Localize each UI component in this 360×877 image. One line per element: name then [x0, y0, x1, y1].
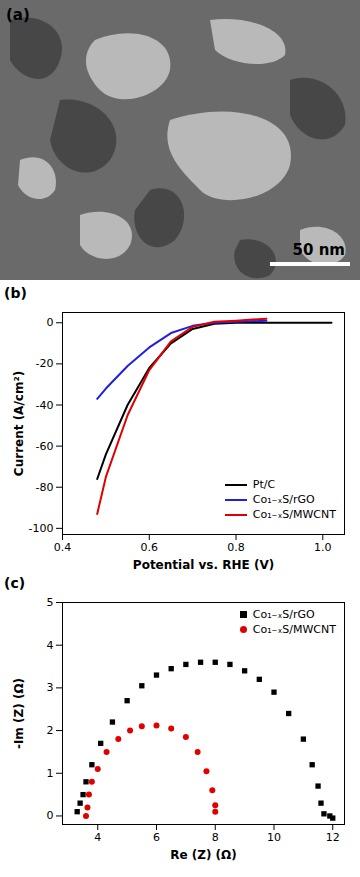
html-text:(c): (c)	[4, 575, 26, 591]
svg-text:1: 1	[47, 767, 54, 780]
svg-text:0: 0	[47, 316, 54, 329]
html-text:(b): (b)	[4, 285, 27, 301]
svg-text:8: 8	[212, 831, 219, 844]
svg-text:-80: -80	[36, 481, 54, 494]
svg-text:-100: -100	[29, 522, 54, 535]
svg-text:-40: -40	[36, 399, 54, 412]
svg-text:0.8: 0.8	[227, 541, 245, 554]
svg-text:0.4: 0.4	[54, 541, 72, 554]
svg-text:12: 12	[326, 831, 340, 844]
svg-text:2: 2	[47, 724, 54, 737]
html-text:Co₁₋ₓS/rGO: Co₁₋ₓS/rGO	[252, 493, 315, 506]
html-text:Co₁₋ₓS/rGO: Co₁₋ₓS/rGO	[252, 608, 315, 621]
svg-text:-60: -60	[36, 440, 54, 453]
svg-text:(a): (a)	[6, 6, 30, 24]
svg-text:4: 4	[47, 639, 54, 652]
svg-text:50 nm: 50 nm	[293, 241, 345, 259]
svg-text:-20: -20	[36, 357, 54, 370]
svg-text:Potential vs. RHE (V): Potential vs. RHE (V)	[133, 558, 274, 572]
svg-text:1.0: 1.0	[314, 541, 332, 554]
svg-text:Current (A/cm²): Current (A/cm²)	[12, 371, 26, 476]
svg-text:Re (Z) (Ω): Re (Z) (Ω)	[170, 848, 237, 862]
svg-text:6: 6	[153, 831, 160, 844]
html-text:Co₁₋ₓS/MWCNT: Co₁₋ₓS/MWCNT	[252, 623, 336, 636]
html-text:Pt/C: Pt/C	[252, 478, 276, 491]
svg-text:0: 0	[47, 809, 54, 822]
svg-text:0.6: 0.6	[141, 541, 159, 554]
svg-text:3: 3	[47, 681, 54, 694]
svg-text:10: 10	[267, 831, 281, 844]
svg-text:-Im (Z) (Ω): -Im (Z) (Ω)	[12, 678, 26, 749]
svg-text:5: 5	[47, 596, 54, 609]
html-text:Co₁₋ₓS/MWCNT: Co₁₋ₓS/MWCNT	[252, 508, 336, 521]
svg-text:4: 4	[94, 831, 101, 844]
